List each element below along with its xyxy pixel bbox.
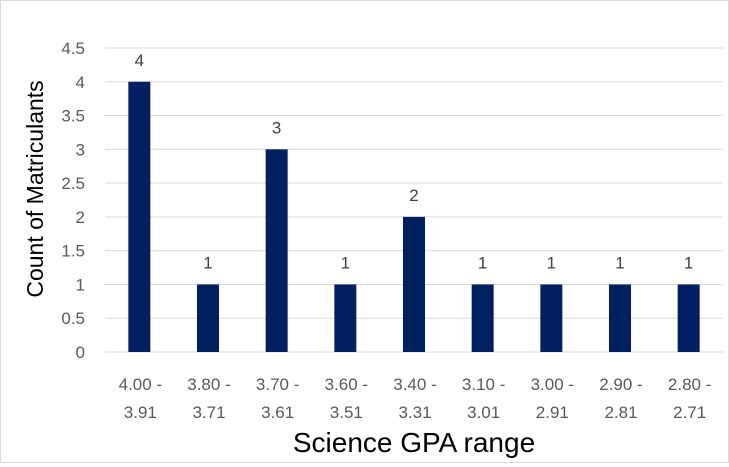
x-tick-label: 2.80 -2.71	[668, 375, 711, 422]
data-label: 1	[341, 253, 350, 272]
bar	[540, 284, 563, 352]
y-tick-label: 2	[76, 208, 85, 227]
bar	[265, 149, 288, 352]
x-tick-label: 3.40 -3.31	[393, 375, 436, 422]
x-tick-label: 4.00 -3.91	[119, 375, 162, 422]
bar	[197, 284, 219, 352]
data-label: 2	[409, 186, 418, 205]
x-tick-label: 3.80 -3.71	[187, 375, 230, 422]
data-labels: 4 1 3 1 2 1 1 1 1	[135, 51, 694, 273]
y-tick-label: 2.5	[61, 174, 85, 193]
data-label: 4	[135, 51, 144, 70]
bar	[677, 284, 700, 352]
bar	[471, 284, 494, 352]
bar	[334, 284, 357, 352]
y-tick-label: 3.5	[61, 107, 85, 126]
y-tick-label: 0	[76, 343, 85, 362]
x-tick-label: 3.00 -2.91	[531, 375, 574, 422]
data-label: 3	[272, 118, 281, 137]
data-label: 1	[684, 253, 693, 272]
y-tick-label: 1.5	[61, 242, 85, 261]
x-tick-label: 3.60 -3.51	[325, 375, 368, 422]
data-label: 1	[203, 253, 212, 272]
data-label: 1	[547, 253, 556, 272]
y-tick-label: 4	[76, 73, 85, 92]
bar	[128, 81, 151, 353]
x-axis-ticks: 4.00 -3.91 3.80 -3.71 3.70 -3.61 3.60 -3.51…	[119, 375, 712, 422]
y-tick-label: 1	[76, 275, 85, 294]
y-axis-ticks: 0 0.5 1 1.5 2 2.5 3 3.5 4 4.5	[61, 39, 85, 362]
x-axis-title: Science GPA range	[293, 427, 535, 458]
y-tick-label: 3	[76, 140, 85, 159]
data-label: 1	[478, 253, 487, 272]
bar	[609, 284, 631, 352]
bar	[403, 216, 425, 352]
x-tick-label: 3.70 -3.61	[256, 375, 299, 422]
y-tick-label: 4.5	[61, 39, 85, 58]
y-tick-label: 0.5	[61, 309, 85, 328]
data-label: 1	[615, 253, 624, 272]
x-tick-label: 2.90 -2.81	[599, 375, 642, 422]
y-axis-title: Count of Matriculants	[22, 80, 48, 297]
bars	[128, 81, 700, 353]
x-tick-label: 3.10 -3.01	[462, 375, 505, 422]
